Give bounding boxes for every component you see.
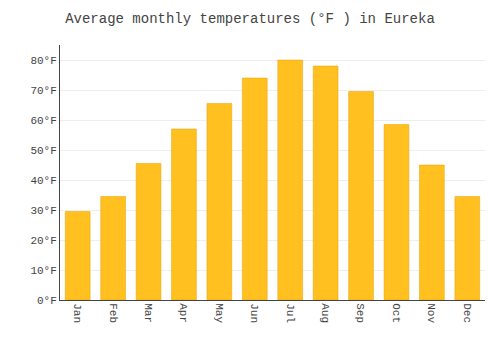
svg-text:Jan: Jan — [71, 303, 83, 323]
svg-text:Jul: Jul — [284, 303, 296, 323]
svg-text:0°F: 0°F — [37, 295, 57, 307]
svg-text:80°F: 80°F — [30, 55, 56, 67]
svg-text:May: May — [213, 303, 225, 323]
svg-text:20°F: 20°F — [30, 235, 56, 247]
svg-text:Average monthly temperatures (: Average monthly temperatures (°F ) in Eu… — [65, 11, 435, 27]
svg-text:Nov: Nov — [425, 303, 437, 323]
svg-text:Jun: Jun — [248, 303, 260, 323]
svg-text:60°F: 60°F — [30, 115, 56, 127]
svg-text:Apr: Apr — [177, 303, 189, 323]
svg-text:Mar: Mar — [142, 303, 154, 323]
svg-text:30°F: 30°F — [30, 205, 56, 217]
svg-text:40°F: 40°F — [30, 175, 56, 187]
svg-text:10°F: 10°F — [30, 265, 56, 277]
svg-text:50°F: 50°F — [30, 145, 56, 157]
svg-text:Aug: Aug — [319, 303, 331, 323]
svg-text:70°F: 70°F — [30, 85, 56, 97]
svg-text:Sep: Sep — [354, 303, 366, 323]
svg-text:Feb: Feb — [107, 303, 119, 323]
svg-text:Dec: Dec — [461, 303, 473, 323]
svg-text:Oct: Oct — [390, 303, 402, 323]
